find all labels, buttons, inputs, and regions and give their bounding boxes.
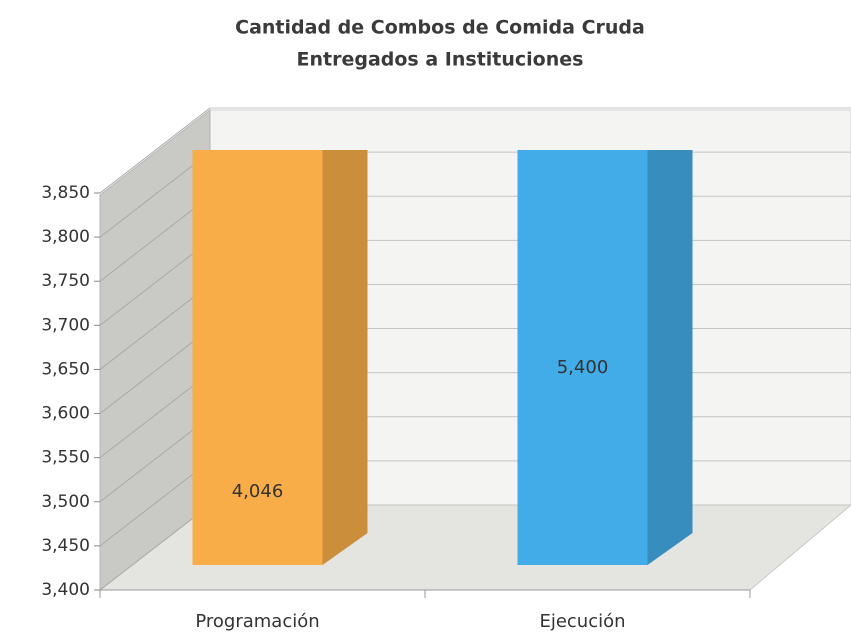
side-grid-line	[99, 416, 211, 503]
bar-front	[192, 150, 323, 565]
side-grid-line	[99, 195, 211, 282]
side-grid-line	[99, 460, 211, 547]
y-tick-label: 3,450	[41, 536, 90, 556]
y-tick-label: 3,650	[41, 359, 90, 379]
chart-subtitle: Entregados a Instituciones	[297, 49, 584, 71]
chart-title: Cantidad de Combos de Comida Cruda	[235, 17, 645, 39]
bar	[517, 150, 693, 565]
bar-front	[517, 150, 648, 565]
side-grid-line	[99, 328, 211, 414]
y-tick-label: 3,700	[41, 315, 90, 335]
x-tick-label: Programación	[195, 611, 319, 632]
y-tick-label: 3,550	[41, 448, 90, 468]
bar-side	[322, 150, 368, 565]
data-label: 4,046	[232, 481, 284, 502]
side-grid-line	[99, 504, 211, 591]
side-grid-line	[99, 372, 211, 459]
x-tick-label: Ejecución	[539, 611, 625, 632]
side-grid-line	[99, 284, 211, 370]
y-tick-label: 3,600	[41, 404, 90, 424]
side-grid-line	[99, 151, 211, 238]
bar-side	[647, 150, 693, 565]
y-tick-label: 3,850	[41, 183, 90, 203]
y-tick-label: 3,750	[41, 271, 90, 291]
data-label: 5,400	[557, 357, 609, 378]
bar	[192, 150, 368, 565]
side-grid-line	[99, 239, 211, 326]
y-tick-label: 3,800	[41, 227, 90, 247]
y-tick-label: 3,400	[41, 580, 90, 600]
y-tick-label: 3,500	[41, 492, 90, 512]
side-grid-line	[99, 107, 211, 194]
